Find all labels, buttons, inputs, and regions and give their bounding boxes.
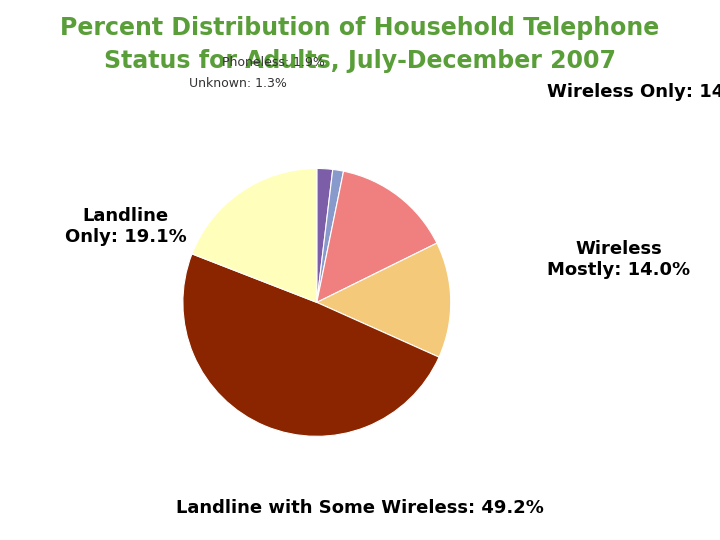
Text: Wireless Only: 14.5%: Wireless Only: 14.5% <box>547 83 720 101</box>
Wedge shape <box>317 243 451 357</box>
Text: Percent Distribution of Household Telephone: Percent Distribution of Household Teleph… <box>60 16 660 40</box>
Text: Wireless
Mostly: 14.0%: Wireless Mostly: 14.0% <box>547 240 690 279</box>
Wedge shape <box>317 171 437 302</box>
Circle shape <box>0 508 251 532</box>
Text: IHME: IHME <box>61 512 105 527</box>
Wedge shape <box>183 254 439 436</box>
Text: Status for Adults, July-December 2007: Status for Adults, July-December 2007 <box>104 49 616 72</box>
Wedge shape <box>192 168 317 302</box>
Wedge shape <box>317 168 333 302</box>
Text: Landline
Only: 19.1%: Landline Only: 19.1% <box>65 207 186 246</box>
Wedge shape <box>317 170 343 302</box>
Text: Phoneless: 1.9%: Phoneless: 1.9% <box>222 56 325 69</box>
Text: Landline with Some Wireless: 49.2%: Landline with Some Wireless: 49.2% <box>176 498 544 517</box>
Text: Unknown: 1.3%: Unknown: 1.3% <box>189 77 287 90</box>
